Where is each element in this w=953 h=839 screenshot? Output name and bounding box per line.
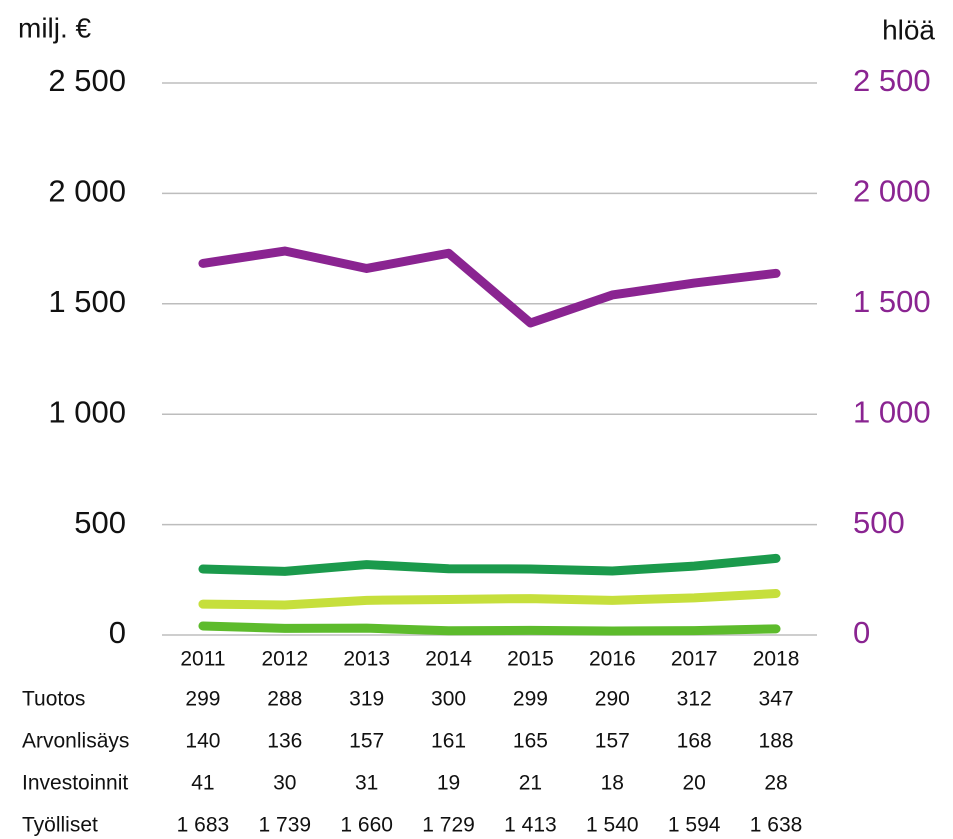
y2-tick-label: 2 000 — [853, 174, 931, 209]
table-cell: 161 — [431, 730, 466, 753]
table-cell: 300 — [431, 688, 466, 711]
table-cell: 165 — [513, 730, 548, 753]
x-tick-label: 2015 — [507, 648, 554, 671]
x-tick-label: 2017 — [671, 648, 718, 671]
table-cell: 1 638 — [750, 814, 803, 837]
table-cell: 347 — [759, 688, 794, 711]
table-cell: 1 739 — [259, 814, 312, 837]
y2-tick-label: 1 000 — [853, 394, 931, 429]
series-line — [198, 621, 781, 636]
table-cell: 30 — [273, 772, 296, 795]
series-line — [198, 588, 781, 610]
y-tick-label: 2 000 — [48, 174, 126, 209]
y-axis-label: milj. € — [18, 12, 92, 43]
table-cell: 1 660 — [340, 814, 393, 837]
y2-tick-label: 2 500 — [853, 63, 931, 98]
y-tick-label: 500 — [74, 505, 126, 540]
table-cell: 299 — [513, 688, 548, 711]
table-cell: 19 — [437, 772, 460, 795]
x-tick-label: 2011 — [180, 648, 225, 671]
table-cell: 1 594 — [668, 814, 721, 837]
table-cell: 18 — [601, 772, 624, 795]
table-cell: 168 — [677, 730, 712, 753]
table-cell: 28 — [764, 772, 787, 795]
table-cell: 21 — [519, 772, 542, 795]
y2-axis-label: hlöä — [882, 14, 935, 45]
y2-tick-label: 500 — [853, 505, 905, 540]
table-cell: 157 — [349, 730, 384, 753]
table-cell: 288 — [267, 688, 302, 711]
y2-tick-label: 0 — [853, 615, 870, 650]
y-tick-label: 2 500 — [48, 63, 126, 98]
series-line — [198, 246, 781, 328]
table-row-label: Investoinnit — [22, 772, 128, 795]
table-cell: 20 — [683, 772, 706, 795]
table-row-label: Työlliset — [22, 814, 98, 837]
table-cell: 299 — [185, 688, 220, 711]
series-line — [198, 553, 781, 576]
table-cell: 1 413 — [504, 814, 557, 837]
y-tick-label: 0 — [109, 615, 126, 650]
table-cell: 157 — [595, 730, 630, 753]
table-cell: 31 — [355, 772, 378, 795]
table-cell: 1 540 — [586, 814, 639, 837]
table-cell: 140 — [185, 730, 220, 753]
table-cell: 312 — [677, 688, 712, 711]
x-tick-label: 2013 — [343, 648, 390, 671]
table-cell: 1 729 — [422, 814, 475, 837]
x-tick-label: 2014 — [425, 648, 472, 671]
x-tick-label: 2012 — [261, 648, 308, 671]
table-row-label: Tuotos — [22, 688, 85, 711]
table-cell: 136 — [267, 730, 302, 753]
y-tick-label: 1 500 — [48, 284, 126, 319]
table-cell: 188 — [759, 730, 794, 753]
table-row-label: Arvonlisäys — [22, 730, 129, 753]
table-cell: 41 — [191, 772, 214, 795]
table-cell: 319 — [349, 688, 384, 711]
table-cell: 1 683 — [177, 814, 230, 837]
x-tick-label: 2016 — [589, 648, 636, 671]
table-cell: 290 — [595, 688, 630, 711]
y-tick-label: 1 000 — [48, 394, 126, 429]
x-tick-label: 2018 — [753, 648, 800, 671]
y2-tick-label: 1 500 — [853, 284, 931, 319]
